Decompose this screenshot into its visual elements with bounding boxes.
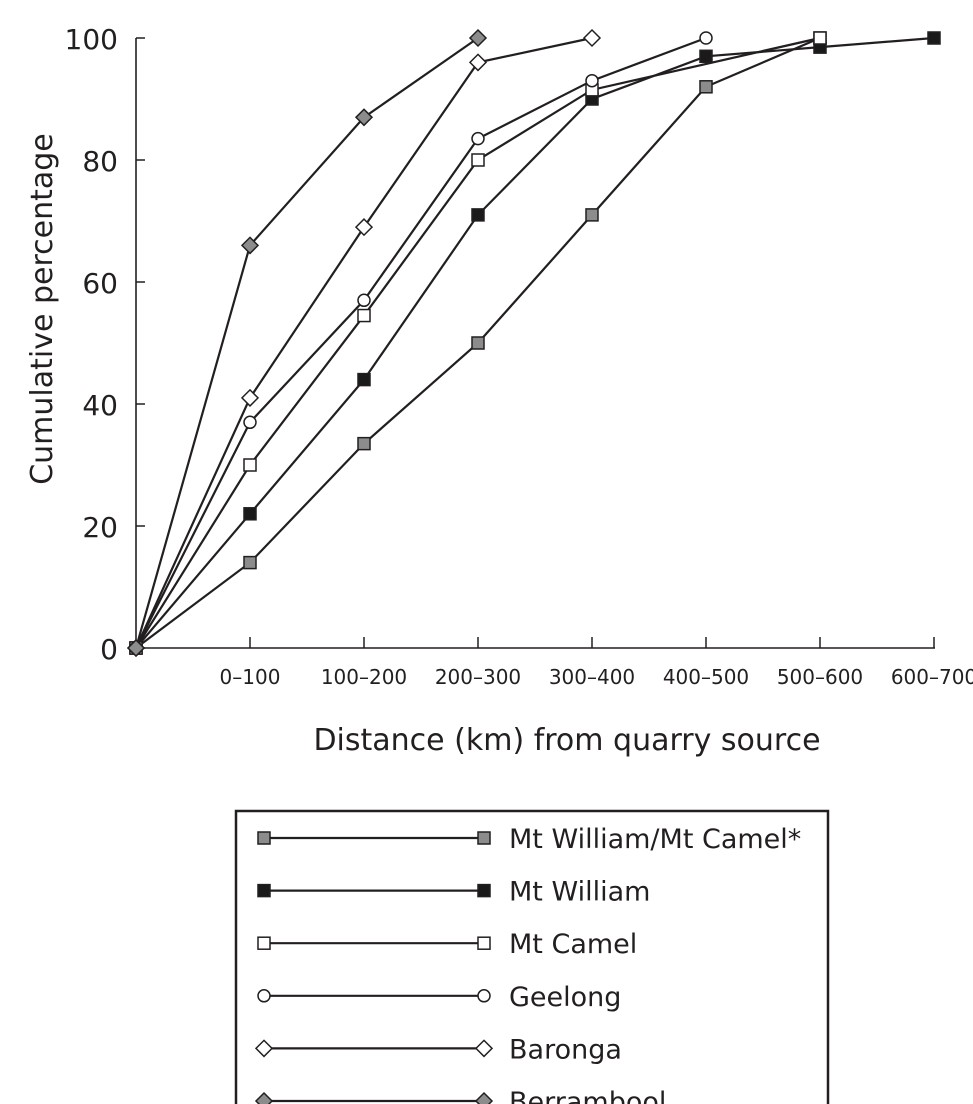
- data-point: [471, 131, 485, 146]
- data-point: [699, 49, 713, 64]
- legend-label: Mt William: [509, 877, 650, 908]
- data-point: [357, 436, 371, 451]
- series-line: [135, 36, 707, 649]
- x-tick-label: 0–100: [220, 665, 281, 689]
- series-line: [135, 36, 935, 649]
- data-point: [468, 53, 488, 72]
- series-mt-william-mt-camel: [129, 31, 827, 655]
- y-tick-label: 20: [82, 511, 118, 544]
- legend-marker: [474, 1039, 494, 1058]
- series-line: [134, 36, 593, 649]
- legend-label: Geelong: [509, 982, 621, 1013]
- data-point: [471, 336, 485, 350]
- legend-marker: [477, 989, 491, 1003]
- legend-marker: [477, 831, 491, 845]
- y-tick-label: 0: [100, 633, 118, 666]
- legend-box: [234, 809, 830, 1104]
- y-tick-label: 80: [82, 145, 118, 178]
- x-axis-label: Distance (km) from quarry source: [313, 723, 820, 758]
- legend-label: Mt William/Mt Camel*: [509, 824, 801, 855]
- y-tick-label: 40: [82, 389, 118, 422]
- data-point: [243, 555, 257, 570]
- data-point: [243, 458, 257, 472]
- series-berrambool: [126, 28, 488, 658]
- data-point: [471, 208, 485, 222]
- y-axis-label: Cumulative percentage: [25, 133, 60, 485]
- x-tick-label: 600–700: [891, 665, 973, 689]
- series-layer: [126, 28, 941, 658]
- x-tick-label: 200–300: [435, 665, 521, 689]
- data-point: [927, 31, 941, 45]
- data-point: [243, 415, 257, 430]
- legend-entry: Berrambool: [254, 1087, 666, 1104]
- series-line: [134, 37, 479, 649]
- data-point: [354, 108, 374, 127]
- series-geelong: [129, 31, 713, 655]
- x-tick-label: 100–200: [321, 665, 407, 689]
- y-tick-label: 60: [82, 267, 118, 300]
- y-ticks: 0 20 40 60 80 100: [65, 23, 145, 666]
- y-tick-label: 100: [65, 23, 118, 56]
- data-point: [585, 208, 599, 222]
- legend-marker: [254, 1039, 274, 1058]
- legend-marker: [257, 883, 271, 898]
- legend-marker: [254, 1091, 274, 1104]
- data-point: [471, 153, 485, 167]
- data-point: [585, 73, 599, 88]
- series-line: [135, 36, 821, 649]
- legend: Mt William/Mt Camel* Mt William Mt Camel Ge…: [234, 809, 830, 1104]
- data-point: [354, 218, 374, 237]
- data-point: [357, 372, 371, 387]
- data-point: [699, 80, 713, 94]
- legend-entry: Baronga: [254, 1034, 622, 1065]
- legend-marker: [257, 936, 271, 950]
- data-point: [240, 388, 260, 407]
- data-point: [126, 638, 146, 658]
- data-point: [582, 28, 602, 48]
- data-point: [243, 507, 257, 521]
- data-point: [357, 308, 371, 323]
- legend-marker: [474, 1091, 494, 1104]
- legend-marker: [477, 936, 491, 950]
- data-point: [699, 31, 713, 45]
- legend-label: Baronga: [509, 1034, 622, 1065]
- legend-marker: [477, 883, 491, 898]
- data-point: [813, 31, 827, 45]
- legend-entry: Mt William: [257, 877, 650, 908]
- data-point: [357, 293, 371, 308]
- legend-label: Mt Camel: [509, 929, 637, 960]
- x-tick-label: 500–600: [777, 665, 863, 689]
- axes: [135, 38, 935, 649]
- x-tick-label: 400–500: [663, 665, 749, 689]
- legend-marker: [257, 831, 271, 845]
- x-tick-label: 300–400: [549, 665, 635, 689]
- legend-label: Berrambool: [509, 1087, 666, 1104]
- legend-entry: Geelong: [257, 982, 621, 1013]
- data-point: [240, 236, 260, 255]
- legend-entry: Mt Camel: [257, 929, 637, 960]
- x-ticks: 0–100 100–200 200–300 300–400 400–500 500–600…: [220, 637, 973, 689]
- legend-entry: Mt William/Mt Camel*: [257, 824, 801, 855]
- legend-marker: [257, 989, 271, 1003]
- data-point: [468, 28, 488, 48]
